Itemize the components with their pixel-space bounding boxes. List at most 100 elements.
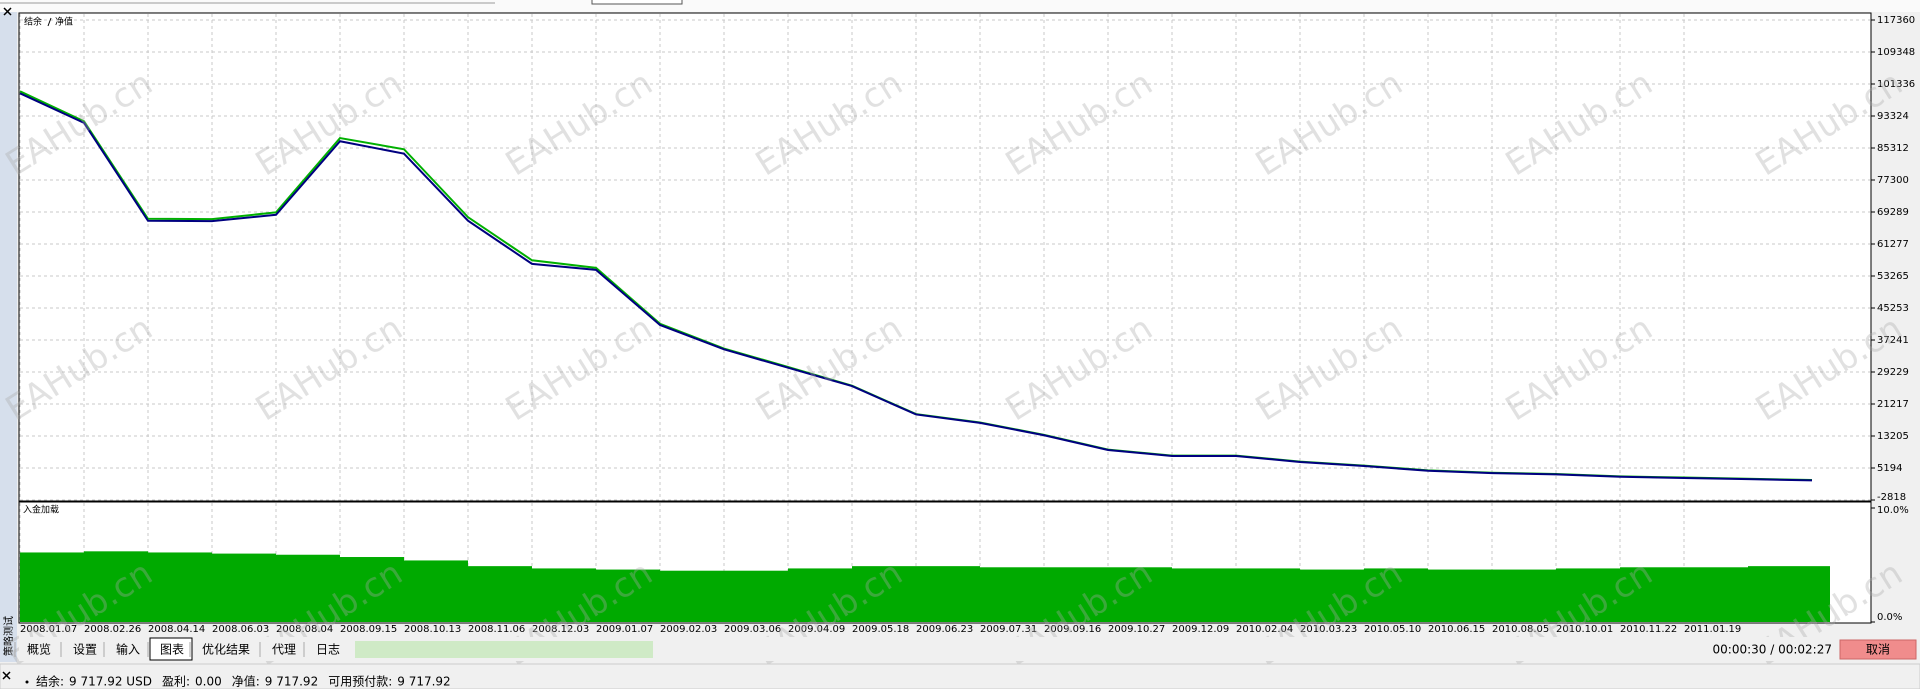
tab[interactable]: 图表 bbox=[160, 643, 184, 657]
x-tick-label: 2009.04.09 bbox=[788, 624, 845, 635]
x-tick-label: 2009.12.09 bbox=[1172, 624, 1229, 635]
status-label: 结余: bbox=[36, 674, 64, 689]
load-bar bbox=[1364, 568, 1428, 622]
ui-layer: 取消 00:00:30 / 00:02:27 概览 设置 输入 图表 优化结果 代理 日志结… bbox=[0, 637, 1920, 689]
status-value: 9 717.92 bbox=[397, 675, 450, 689]
progress-bar bbox=[355, 641, 653, 658]
load-bar bbox=[724, 570, 788, 622]
x-tick-label: 2008.09.15 bbox=[340, 624, 397, 635]
y-tick-label: 69289 bbox=[1877, 207, 1909, 218]
x-tick-label: 2009.02.03 bbox=[660, 624, 717, 635]
x-tick-label: 2009.07.31 bbox=[980, 624, 1037, 635]
y-tick-label: 117360 bbox=[1877, 15, 1915, 26]
x-tick-label: 2008.08.04 bbox=[276, 624, 333, 635]
x-tick-label: 2009.05.18 bbox=[852, 624, 909, 635]
x-tick-label: 2010.11.22 bbox=[1620, 624, 1677, 635]
x-tick-label: 2008.04.14 bbox=[148, 624, 205, 635]
x-tick-label: 2008.01.07 bbox=[20, 624, 77, 635]
legend-separator bbox=[47, 17, 52, 27]
y-tick-label: -2818 bbox=[1877, 492, 1906, 503]
elapsed-time: 00:00:30 / 00:02:27 bbox=[1713, 643, 1832, 657]
x-tick-label: 2008.06.03 bbox=[212, 624, 269, 635]
load-bar bbox=[1620, 567, 1684, 622]
status-value: 9 717.92 bbox=[265, 675, 318, 689]
top-strip bbox=[0, 0, 1920, 12]
x-tick-label: 2010.08.05 bbox=[1492, 624, 1549, 635]
load-bar bbox=[1300, 569, 1364, 622]
load-bar bbox=[20, 552, 84, 622]
load-chart-title: 入金加载 bbox=[23, 504, 59, 516]
load-bar bbox=[1172, 568, 1236, 622]
x-tick-label: 2010.03.23 bbox=[1300, 624, 1357, 635]
x-tick-label: 2008.10.13 bbox=[404, 624, 461, 635]
y-tick-label: 0.0% bbox=[1877, 612, 1902, 623]
load-bar bbox=[1748, 566, 1812, 622]
cancel-button-bg[interactable] bbox=[1839, 639, 1917, 660]
x-tick-label: 2009.01.07 bbox=[596, 624, 653, 635]
tab[interactable]: 优化结果 bbox=[202, 643, 250, 657]
tab[interactable]: 输入 bbox=[116, 642, 140, 657]
tab[interactable]: 日志 bbox=[316, 643, 340, 657]
load-bar bbox=[1812, 566, 1830, 622]
x-tick-label: 2009.03.06 bbox=[724, 624, 781, 635]
load-bar bbox=[852, 566, 916, 622]
load-bar bbox=[1556, 568, 1620, 622]
status-label: 净值: bbox=[232, 674, 260, 689]
plot-layer: 2008.01.07 2008.02.26 2008.04.14 2008.06.03… bbox=[19, 14, 1915, 635]
y-tick-label: 61277 bbox=[1877, 239, 1909, 250]
y-tick-label: 101336 bbox=[1877, 79, 1915, 90]
x-tick-label: 2008.12.03 bbox=[532, 624, 589, 635]
y-tick-label: 5194 bbox=[1877, 463, 1902, 474]
x-tick-label: 2009.09.16 bbox=[1044, 624, 1101, 635]
load-bar bbox=[468, 566, 532, 622]
x-tick-label: 2010.02.04 bbox=[1236, 624, 1293, 635]
x-tick-label: 2011.01.19 bbox=[1684, 624, 1741, 635]
side-title: 策略测试 bbox=[2, 616, 15, 656]
tab-bar bbox=[19, 637, 1920, 661]
x-tick-label: 2010.05.10 bbox=[1364, 624, 1421, 635]
y-tick-label: 29229 bbox=[1877, 367, 1909, 378]
y-tick-label: 10.0% bbox=[1877, 505, 1909, 516]
y-tick-label: 85312 bbox=[1877, 143, 1909, 154]
load-bar bbox=[1236, 568, 1300, 622]
y-tick-label: 53265 bbox=[1877, 271, 1909, 282]
load-bar bbox=[276, 554, 340, 622]
status-value: 9 717.92 USD bbox=[69, 675, 152, 689]
status-close-icon[interactable] bbox=[2, 671, 11, 680]
x-tick-label: 2008.02.26 bbox=[84, 624, 141, 635]
load-bar bbox=[1108, 567, 1172, 622]
active-tab-bg[interactable] bbox=[149, 637, 193, 661]
tab[interactable]: 设置 bbox=[73, 643, 97, 657]
legend-entry: 净值 bbox=[55, 16, 73, 28]
y-tick-label: 45253 bbox=[1877, 303, 1909, 314]
load-bar bbox=[1044, 567, 1108, 622]
x-tick-label: 2010.10.01 bbox=[1556, 624, 1613, 635]
load-bar bbox=[1684, 567, 1748, 622]
load-bar bbox=[212, 553, 276, 622]
y-tick-label: 77300 bbox=[1877, 175, 1909, 186]
y-tick-label: 13205 bbox=[1877, 431, 1909, 442]
tab[interactable]: 概览 bbox=[27, 642, 51, 657]
status-bar bbox=[0, 663, 1920, 689]
x-tick-label: 2009.10.27 bbox=[1108, 624, 1165, 635]
load-bar bbox=[148, 552, 212, 622]
load-bar bbox=[1492, 569, 1556, 622]
load-bar bbox=[980, 567, 1044, 622]
cancel-button[interactable]: 取消 bbox=[1866, 643, 1890, 657]
x-tick-label: 2008.11.06 bbox=[468, 624, 525, 635]
legend-entry: 结余 bbox=[24, 16, 42, 28]
y-tick-label: 109348 bbox=[1877, 47, 1915, 58]
top-box bbox=[591, 0, 683, 5]
series-line bbox=[19, 92, 1813, 482]
side-strip bbox=[0, 12, 17, 662]
y-tick-label: 93324 bbox=[1877, 111, 1909, 122]
close-icon[interactable] bbox=[3, 7, 12, 16]
main-chart-panel bbox=[18, 12, 1872, 502]
tab[interactable]: 代理 bbox=[272, 643, 296, 657]
status-label: 可用预付款: bbox=[328, 675, 392, 689]
y-tick-label: 37241 bbox=[1877, 335, 1909, 346]
load-bar bbox=[916, 566, 980, 622]
x-tick-label: 2009.06.23 bbox=[916, 624, 973, 635]
